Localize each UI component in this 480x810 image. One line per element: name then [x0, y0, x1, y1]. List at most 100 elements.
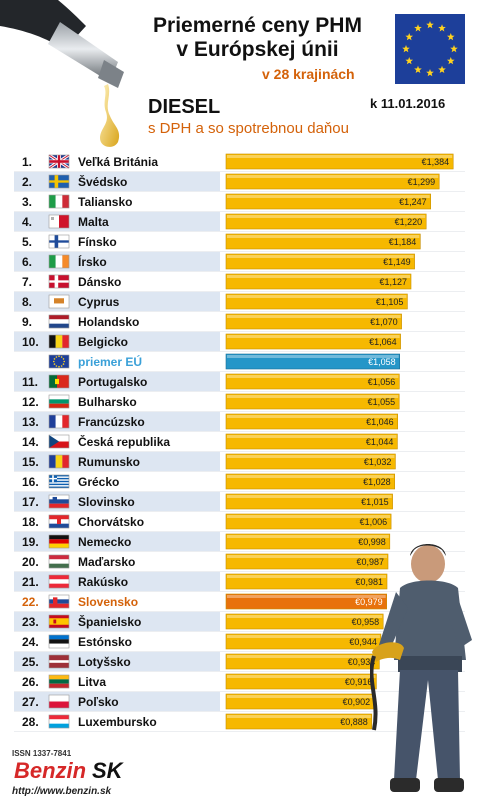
belgium-flag-icon — [48, 334, 70, 349]
country-label: Litva — [78, 675, 106, 689]
country-row: 3. Taliansko €1,247 — [14, 193, 465, 212]
bar-shine — [227, 215, 426, 218]
eu-star-icon — [414, 65, 422, 74]
value-label: €1,220 — [395, 217, 423, 227]
bar — [225, 713, 373, 730]
country-label: Cyprus — [78, 295, 120, 309]
country-label: Dánsko — [78, 275, 121, 289]
value-label: €0,902 — [343, 697, 371, 707]
bar — [225, 193, 431, 210]
country-row: 25. Lotyšsko €0,934 — [14, 652, 465, 672]
eu-star-icon — [426, 69, 434, 77]
denmark-flag-icon — [48, 274, 70, 289]
bar — [225, 173, 440, 190]
italy-flag-icon — [48, 194, 70, 209]
bar-shine — [227, 415, 397, 418]
country-label: Írsko — [78, 254, 107, 269]
value-label: €0,944 — [349, 637, 377, 647]
eu-star-icon — [438, 24, 446, 32]
rank-label: 11. — [22, 375, 38, 389]
bar — [225, 573, 388, 590]
bar-shine — [227, 675, 376, 678]
bar-shine — [227, 175, 439, 178]
country-label: Chorvátsko — [78, 515, 144, 529]
country-label: Veľká Británia — [78, 155, 158, 169]
malta-flag-icon — [48, 214, 70, 229]
lithuania-flag-icon — [48, 674, 70, 689]
bar-shine — [227, 535, 389, 538]
date-label: k 11.01.2016 — [370, 96, 446, 111]
cyprus-flag-icon — [48, 294, 70, 309]
country-label: Poľsko — [78, 695, 119, 709]
value-label: €0,916 — [345, 677, 373, 687]
bar-shine — [227, 195, 430, 198]
rank-label: 8. — [22, 295, 32, 309]
bar-shine — [227, 375, 399, 378]
country-label: Česká republika — [78, 434, 170, 449]
rank-label: 18. — [22, 515, 39, 529]
value-label: €0,934 — [348, 657, 376, 667]
value-label: €1,105 — [376, 297, 404, 307]
svg-text:SK: SK — [92, 758, 125, 783]
value-label: €0,998 — [358, 537, 386, 547]
romania-flag-icon — [48, 454, 70, 469]
bar — [225, 293, 408, 310]
bar — [225, 453, 396, 470]
bar — [225, 313, 402, 330]
country-row: 27. Poľsko €0,902 — [14, 692, 465, 712]
eu-star-icon — [402, 45, 410, 53]
country-label: Bulharsko — [78, 395, 137, 409]
rank-label: 23. — [22, 615, 39, 629]
bar — [225, 413, 398, 430]
rank-label: 6. — [22, 255, 32, 269]
country-label: Holandsko — [78, 315, 139, 329]
bar-shine — [227, 255, 414, 258]
bar — [225, 533, 391, 550]
eu-flag-icon — [48, 354, 70, 369]
value-label: €1,299 — [408, 177, 436, 187]
bar — [225, 493, 393, 510]
country-label: Taliansko — [78, 195, 132, 209]
value-label: €1,070 — [370, 317, 398, 327]
rank-label: 17. — [22, 495, 39, 509]
rank-label: 27. — [22, 695, 39, 709]
rank-label: 7. — [22, 275, 32, 289]
rank-label: 26. — [22, 675, 39, 689]
benzinsk-logo: Benzin SK — [10, 758, 136, 783]
bar — [225, 253, 415, 270]
country-label: Švédsko — [78, 174, 127, 189]
rank-label: 10. — [22, 335, 39, 349]
bar — [225, 153, 454, 170]
bar-shine — [227, 575, 386, 578]
country-row: 18. Chorvátsko €1,006 — [14, 513, 465, 532]
croatia-flag-icon — [48, 514, 70, 529]
country-label: Belgicko — [78, 335, 128, 349]
bar — [225, 433, 398, 450]
bar-shine — [227, 595, 386, 598]
country-row: 7. Dánsko €1,127 — [14, 273, 465, 292]
country-label: Fínsko — [78, 235, 117, 249]
country-label: Francúzsko — [78, 415, 145, 429]
finland-flag-icon — [48, 234, 70, 249]
value-label: €0,979 — [355, 597, 383, 607]
country-row: 8. Cyprus €1,105 — [14, 292, 465, 312]
value-label: €1,056 — [368, 377, 396, 387]
country-row: 9. Holandsko €1,070 — [14, 313, 465, 332]
rank-label: 24. — [22, 635, 39, 649]
country-row: 12. Bulharsko €1,055 — [14, 393, 465, 412]
bulgaria-flag-icon — [48, 394, 70, 409]
country-row: 5. Fínsko €1,184 — [14, 233, 465, 252]
country-label: Luxembursko — [78, 715, 157, 729]
chart-subtitle: v 28 krajinách — [262, 66, 355, 82]
country-row: 16. Grécko €1,028 — [14, 473, 465, 492]
country-label: Grécko — [78, 475, 119, 489]
value-label: €1,055 — [368, 397, 396, 407]
value-label: €1,247 — [399, 197, 427, 207]
bar-shine — [227, 335, 400, 338]
bar-shine — [227, 655, 379, 658]
bar-shine — [227, 635, 380, 638]
svg-text:Benzin: Benzin — [14, 758, 86, 783]
greece-flag-icon — [48, 474, 70, 489]
bar-shine — [227, 715, 371, 718]
